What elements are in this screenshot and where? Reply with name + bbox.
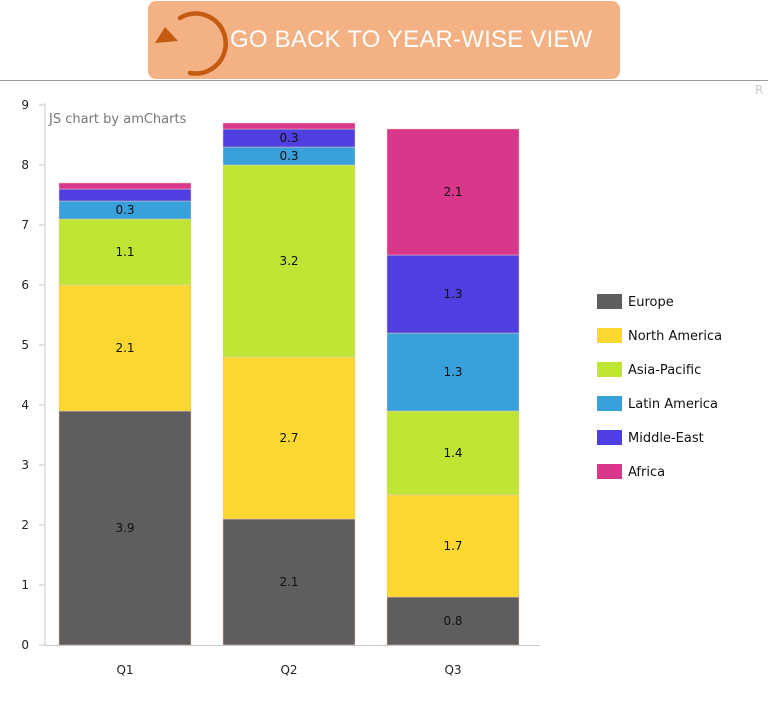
y-tick-label: 1 (21, 578, 29, 592)
bar-value-label: 0.8 (443, 614, 462, 628)
bar-segment (386, 494, 520, 598)
bar-value-label: 0.3 (279, 131, 298, 145)
y-tick-label: 5 (21, 338, 29, 352)
legend-label: Europe (628, 295, 674, 310)
bar-segment (222, 356, 356, 520)
bar-value-label: 1.1 (115, 245, 134, 259)
header-divider (0, 80, 768, 81)
bar-segment (58, 182, 192, 190)
legend-swatch (597, 430, 622, 445)
bar-segment (222, 164, 356, 358)
legend-label: Middle-East (628, 431, 704, 446)
bar-value-label: 2.1 (115, 341, 134, 355)
bar-value-label: 2.7 (279, 431, 298, 445)
y-tick-label: 8 (21, 158, 29, 172)
legend-swatch (597, 294, 622, 309)
legend-swatch (597, 396, 622, 411)
y-tick-label: 7 (21, 218, 29, 232)
y-tick-label: 0 (21, 638, 29, 652)
bar-value-label: 1.3 (443, 287, 462, 301)
bar-value-label: 0.3 (279, 149, 298, 163)
bar-value-label: 2.1 (443, 185, 462, 199)
bar-value-label: 1.4 (443, 446, 462, 460)
legend-swatch (597, 464, 622, 479)
y-tick-label: 2 (21, 518, 29, 532)
legend-label: Africa (628, 465, 665, 480)
legend-label: North America (628, 329, 722, 344)
bar-segment (58, 218, 192, 286)
bar-segment (222, 122, 356, 130)
bar-segment (58, 284, 192, 412)
stacked-bar-chart: 0 1 2 3 4 5 6 7 8 9 Q1 Q2 Q3 3.9 2.1 1.1 0.3 2.1 2.7 3.2 0.… (21, 98, 722, 677)
legend-swatch (597, 328, 622, 343)
bar-segment (386, 596, 520, 646)
chart-credit: JS chart by amCharts (48, 112, 187, 127)
bar-value-label: 3.2 (279, 254, 298, 268)
y-tick-label: 3 (21, 458, 29, 472)
bar-segment (386, 128, 520, 256)
legend-swatch (597, 362, 622, 377)
bar-value-label: 2.1 (279, 575, 298, 589)
bar-value-label: 3.9 (115, 521, 134, 535)
bar-value-label: 0.3 (115, 203, 134, 217)
back-button-label: GO BACK TO YEAR-WISE VIEW (230, 26, 593, 53)
legend-label: Asia-Pacific (628, 363, 701, 378)
back-to-year-view-button[interactable]: GO BACK TO YEAR-WISE VIEW (148, 1, 620, 79)
x-tick-label: Q2 (280, 663, 297, 677)
x-tick-label: Q3 (444, 663, 461, 677)
x-tick-label: Q1 (116, 663, 133, 677)
bar-value-label: 1.3 (443, 365, 462, 379)
bar-value-label: 1.7 (443, 539, 462, 553)
y-tick-label: 6 (21, 278, 29, 292)
bar-segment (386, 332, 520, 412)
legend-label: Latin America (628, 397, 718, 412)
y-tick-label: 4 (21, 398, 29, 412)
undo-arrow-icon (155, 11, 228, 76)
bar-segment (58, 410, 192, 646)
bar-segment (222, 518, 356, 646)
bar-segment (58, 188, 192, 202)
y-tick-label: 9 (21, 98, 29, 112)
bar-segment (386, 254, 520, 334)
refresh-label: R (755, 83, 764, 97)
